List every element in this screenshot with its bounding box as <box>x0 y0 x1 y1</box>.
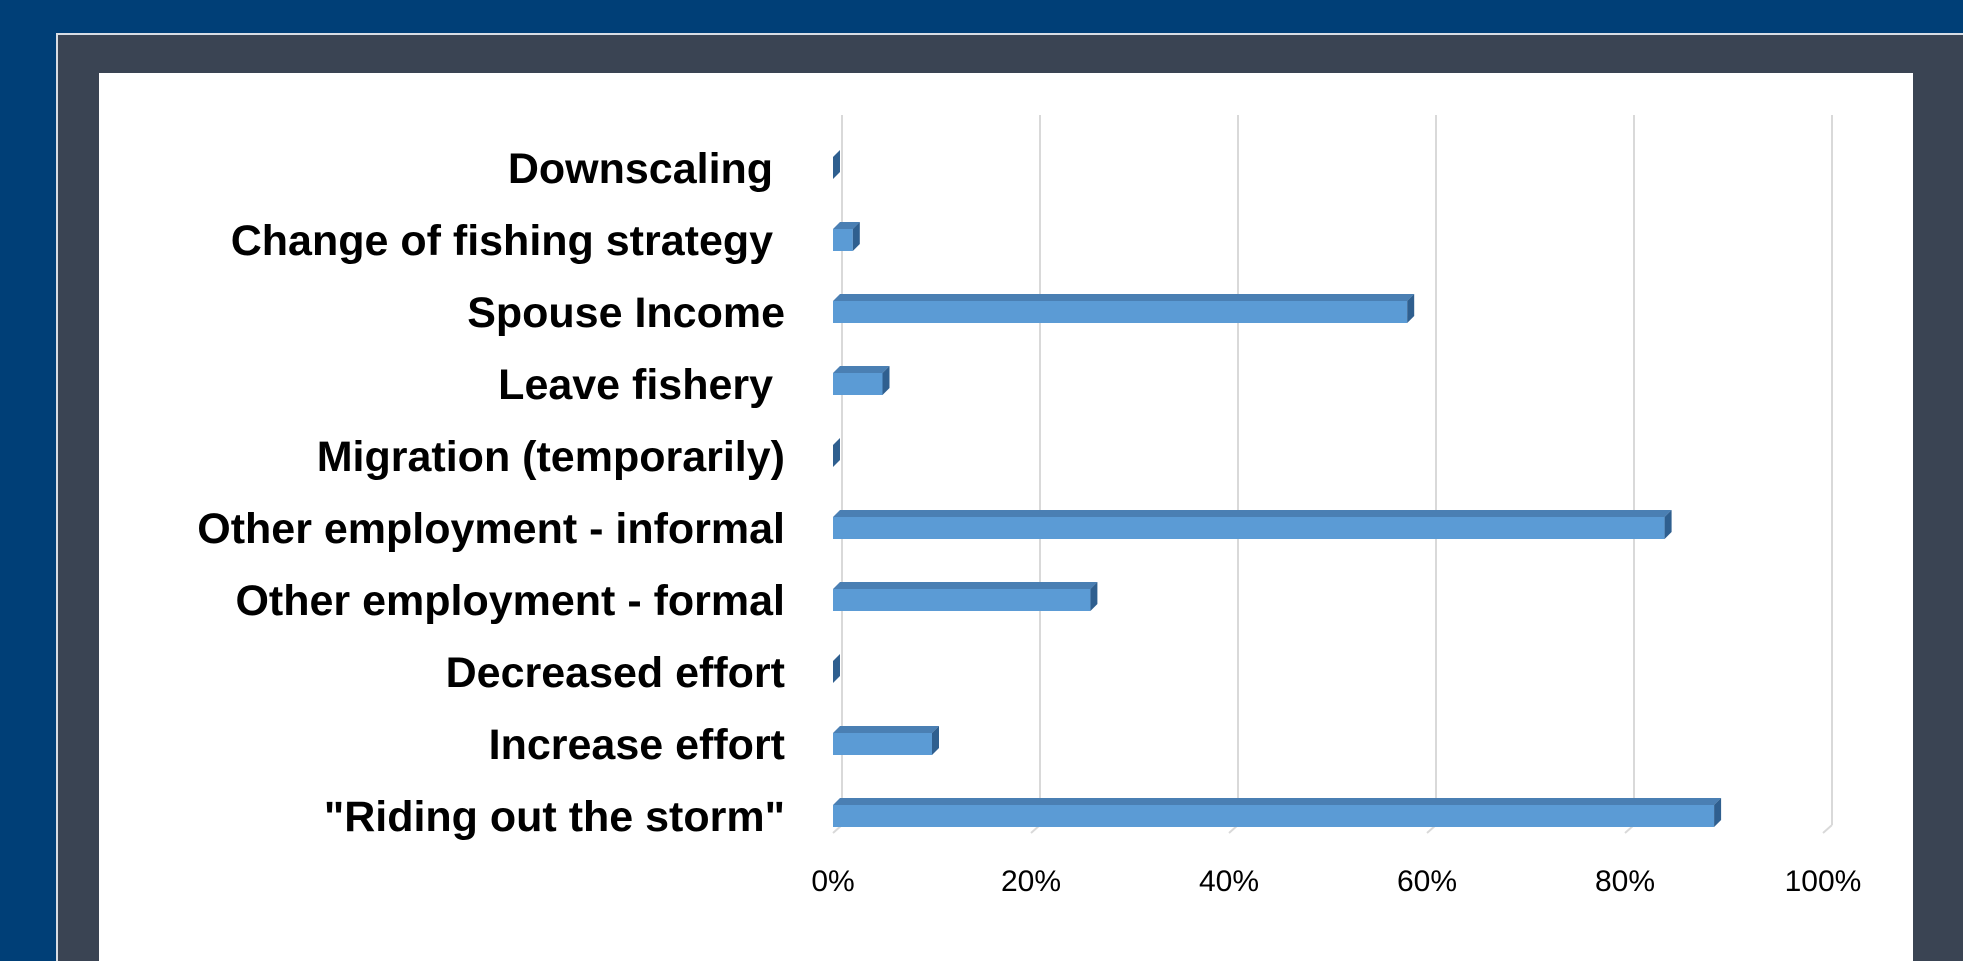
category-label: Increase effort <box>489 721 785 769</box>
bar-front <box>833 517 1665 539</box>
bar <box>833 582 1098 611</box>
bar-top <box>833 510 1672 517</box>
bar-front <box>833 733 932 755</box>
bars <box>833 150 1722 827</box>
bar <box>833 798 1722 827</box>
bar-side <box>833 654 840 683</box>
x-tick-label: 80% <box>1595 865 1655 898</box>
bar <box>833 438 840 467</box>
bar-side <box>1407 294 1415 323</box>
category-label: Other employment - informal <box>197 505 785 553</box>
bar-top <box>833 726 939 733</box>
x-tick-label: 20% <box>1001 865 1061 898</box>
bar-front <box>833 229 853 251</box>
bar-top <box>833 366 890 373</box>
category-label: Decreased effort <box>446 649 785 697</box>
category-labels: Downscaling Change of fishing strategy S… <box>197 145 785 841</box>
chart-panel: Downscaling Change of fishing strategy S… <box>99 73 1913 961</box>
x-tick-labels: 0% 20% 40% 60% 80% 100% <box>811 865 1861 898</box>
bar-top <box>833 582 1098 589</box>
category-label: Spouse Income <box>467 289 785 337</box>
bar-chart: Downscaling Change of fishing strategy S… <box>197 115 1861 898</box>
bar-front <box>833 805 1715 827</box>
category-label: Other employment - formal <box>235 577 785 625</box>
category-label: "Riding out the storm" <box>324 793 785 841</box>
bar-top <box>833 798 1722 805</box>
category-label: Leave fishery <box>498 361 785 409</box>
x-tick-label: 60% <box>1397 865 1457 898</box>
bar-top <box>833 294 1415 301</box>
gridlines <box>832 115 1833 834</box>
bar <box>833 222 860 251</box>
category-label: Downscaling <box>508 145 785 193</box>
bar-front <box>833 589 1091 611</box>
bar-side <box>1090 582 1098 611</box>
bar-front <box>833 373 883 395</box>
x-tick-label: 40% <box>1199 865 1259 898</box>
bar <box>833 510 1672 539</box>
bar-top <box>833 222 860 229</box>
bar-side <box>882 366 890 395</box>
bar-side <box>1664 510 1672 539</box>
x-tick-label: 0% <box>811 865 854 898</box>
bar-side <box>1714 798 1722 827</box>
bar <box>833 654 840 683</box>
bar-side <box>932 726 939 755</box>
gridline-floor <box>1822 824 1833 834</box>
bar <box>833 294 1415 323</box>
category-label: Migration (temporarily) <box>317 433 785 481</box>
bar-front <box>833 301 1408 323</box>
bar-side <box>833 150 840 179</box>
bar <box>833 726 939 755</box>
bar-side <box>833 438 840 467</box>
x-tick-label: 100% <box>1785 865 1862 898</box>
bar <box>833 150 840 179</box>
category-label: Change of fishing strategy <box>231 217 785 265</box>
bar <box>833 366 890 395</box>
bar-side <box>852 222 860 251</box>
